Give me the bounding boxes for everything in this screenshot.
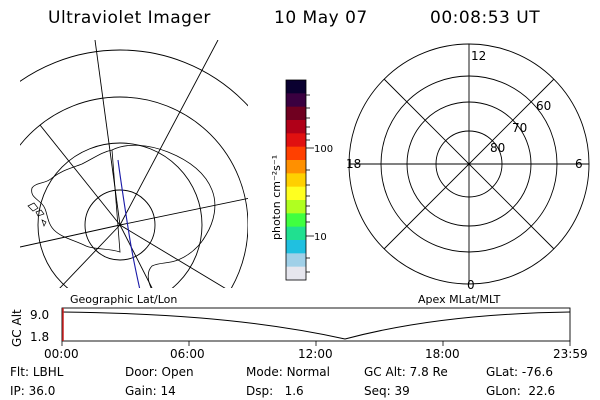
colorbar-segment	[286, 106, 306, 121]
mlt-label-12: 12	[471, 49, 486, 63]
coastline-islands	[27, 202, 47, 227]
mag-panel-label: Apex MLat/MLT	[418, 293, 501, 306]
mlt-label-18: 18	[346, 157, 361, 171]
colorbar-segment	[286, 173, 306, 188]
colorbar-segment	[286, 200, 306, 214]
mlat-label-80: 80	[490, 141, 505, 155]
colorbar-segment	[286, 146, 306, 161]
altitude-plot-frame	[61, 307, 571, 342]
colorbar-unit-label: photon cm⁻²s⁻¹	[270, 155, 283, 240]
lat-circle	[20, 49, 248, 107]
altitude-curve	[61, 311, 571, 340]
colorbar-segment	[286, 120, 306, 134]
altitude-axis-title: GC Alt	[10, 309, 24, 347]
colorbar-segment	[286, 253, 306, 268]
coastline	[31, 144, 216, 288]
colorbar-segment	[286, 186, 306, 201]
colorbar-segment	[286, 226, 306, 241]
colorbar-tick-10: 10	[314, 232, 327, 243]
altitude-tick-9: 9.0	[30, 308, 49, 322]
colorbar-segment	[286, 133, 306, 148]
time-tick-2359: 23:59	[553, 347, 588, 361]
info-glat: GLat: -76.6	[486, 365, 553, 379]
info-dsp: Dsp: 1.6	[246, 384, 304, 398]
mlat-label-70: 70	[512, 121, 527, 135]
colorbar-tick-100: 100	[314, 144, 333, 155]
geo-panel-label: Geographic Lat/Lon	[70, 293, 177, 306]
colorbar-frame	[285, 79, 307, 281]
meridian-line	[119, 224, 153, 288]
colorbar-segment	[286, 213, 306, 228]
meridian-line	[20, 224, 121, 248]
info-flt: Flt: LBHL	[10, 365, 64, 379]
meridian-line	[59, 224, 121, 288]
colorbar-segment	[286, 240, 306, 254]
altitude-tick-1-8: 1.8	[30, 330, 49, 344]
info-door: Door: Open	[125, 365, 194, 379]
meridian-line	[119, 40, 219, 226]
meridian-line	[119, 224, 226, 288]
colorbar-segment	[286, 266, 306, 281]
info-glon: GLon: 22.6	[486, 384, 556, 398]
lat-circle	[20, 96, 248, 288]
info-ip: IP: 36.0	[10, 384, 56, 398]
meridian-line	[119, 197, 248, 226]
lat-circle	[84, 189, 156, 261]
colorbar-segment	[286, 80, 306, 94]
colorbar-segment	[286, 93, 306, 108]
lat-circle	[37, 142, 203, 288]
meridian-line	[39, 124, 121, 226]
info-mode: Mode: Normal	[246, 365, 330, 379]
time-tick-1800: 18:00	[425, 347, 460, 361]
app-title: Ultraviolet Imager	[48, 8, 211, 28]
time-tick-0600: 06:00	[170, 347, 205, 361]
time-display: 00:08:53 UT	[430, 8, 541, 28]
time-tick-1200: 12:00	[298, 347, 333, 361]
date-display: 10 May 07	[274, 8, 368, 28]
info-gain: Gain: 14	[125, 384, 176, 398]
info-seq: Seq: 39	[364, 384, 410, 398]
time-tick-0000: 00:00	[44, 347, 79, 361]
info-gc-alt: GC Alt: 7.8 Re	[364, 365, 448, 379]
mlt-line-diagonal	[383, 78, 555, 250]
mlt-label-0: 0	[467, 278, 475, 292]
mlat-label-60: 60	[536, 99, 551, 113]
mlt-label-6: 6	[575, 157, 583, 171]
colorbar-segment	[286, 160, 306, 174]
ground-track-line	[117, 159, 141, 288]
